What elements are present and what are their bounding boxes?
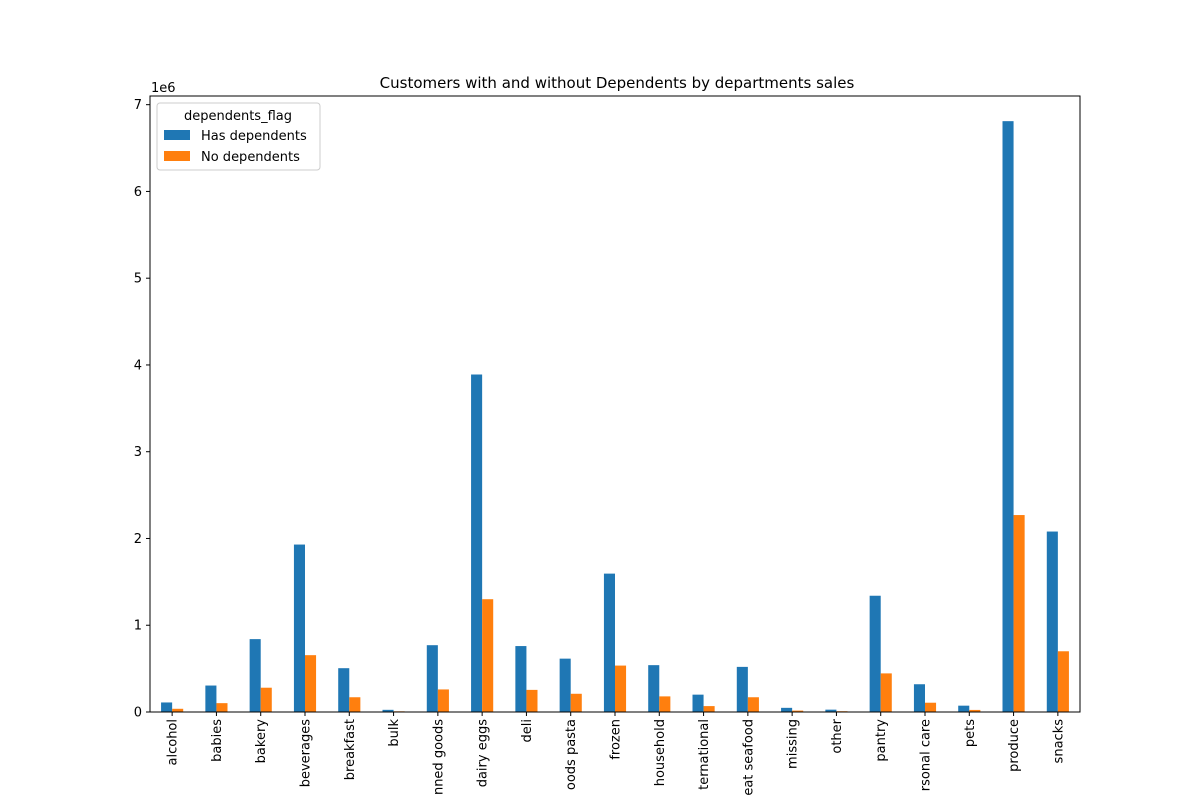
x-tick-label: frozen (609, 719, 624, 760)
legend-swatch-no-dependents (164, 151, 190, 161)
y-tick-label: 5 (134, 272, 142, 287)
bar-has-dependents-canned-goods (426, 645, 438, 712)
y-tick-label: 7 (134, 98, 142, 113)
bar-no-dependents-pantry (880, 673, 892, 712)
bar-has-dependents-personal-care (913, 684, 925, 712)
bar-no-dependents-produce (1013, 515, 1025, 712)
x-tick-label: oods pasta (564, 719, 579, 790)
x-tick-label: bulk (387, 719, 402, 747)
y-tick-label: 0 (134, 706, 142, 721)
legend-label-has-dependents: Has dependents (201, 129, 307, 144)
x-tick-label: ternational (697, 719, 712, 790)
y-tick-label: 6 (134, 185, 142, 200)
bar-has-dependents-alcohol (161, 702, 173, 712)
x-tick-label: produce (1007, 719, 1022, 772)
bar-has-dependents-beverages (293, 544, 305, 712)
bar-has-dependents-frozen (603, 573, 615, 712)
bar-has-dependents-bulk (382, 709, 394, 712)
x-tick-label: pets (963, 719, 978, 747)
y-tick-label: 3 (134, 445, 142, 460)
bar-no-dependents-missing (792, 710, 804, 712)
bar-no-dependents-frozen (615, 665, 627, 712)
x-tick-label: breakfast (343, 719, 358, 780)
bar-has-dependents-deli (515, 646, 527, 712)
bar-has-dependents-meat-seafood (736, 666, 748, 712)
bar-no-dependents-babies (216, 703, 228, 712)
bar-no-dependents-pets (969, 709, 981, 712)
bar-no-dependents-beverages (305, 655, 317, 712)
bar-has-dependents-pets (958, 705, 970, 712)
x-tick-label: dairy eggs (476, 719, 491, 788)
bar-no-dependents-dry-goods-pasta (570, 693, 582, 712)
x-tick-label: bakery (254, 719, 269, 764)
bar-has-dependents-international (692, 694, 704, 712)
x-tick-label: nned goods (431, 719, 446, 795)
bar-has-dependents-other (825, 709, 837, 712)
x-tick-label: snacks (1051, 719, 1066, 764)
bar-has-dependents-bakery (249, 639, 261, 712)
bar-has-dependents-breakfast (338, 668, 350, 712)
legend-box (156, 102, 321, 171)
chart-title: Customers with and without Dependents by… (380, 74, 855, 92)
bar-has-dependents-dairy-eggs (471, 374, 483, 712)
bar-no-dependents-bakery (260, 687, 272, 712)
x-tick-label: alcohol (166, 719, 181, 765)
bar-no-dependents-household (659, 696, 671, 712)
bar-has-dependents-dry-goods-pasta (559, 658, 571, 712)
y-tick-label: 1 (134, 619, 142, 634)
bar-no-dependents-deli (526, 689, 538, 712)
bar-has-dependents-babies (205, 685, 217, 712)
x-tick-label: household (653, 719, 668, 786)
y-tick-label: 4 (134, 358, 142, 373)
bar-no-dependents-snacks (1057, 651, 1069, 712)
bar-no-dependents-alcohol (172, 708, 184, 712)
y-axis-offset-label: 1e6 (151, 81, 176, 96)
bar-has-dependents-snacks (1046, 531, 1058, 712)
bar-has-dependents-missing (781, 707, 793, 712)
x-tick-label: missing (786, 719, 801, 769)
legend: dependents_flag Has dependents No depend… (156, 102, 321, 171)
bar-no-dependents-international (703, 706, 715, 712)
legend-label-no-dependents: No dependents (201, 150, 300, 165)
plot-frame (149, 95, 1081, 713)
x-tick-label: babies (210, 719, 225, 762)
x-tick-label: pantry (874, 719, 889, 762)
x-tick-label: eat seafood (741, 719, 756, 796)
x-tick-label: rsonal care (919, 719, 934, 791)
x-tick-label: other (830, 718, 845, 753)
x-tick-label: deli (520, 719, 535, 742)
bar-has-dependents-pantry (869, 595, 881, 712)
x-tick-label: beverages (299, 719, 314, 788)
bar-no-dependents-breakfast (349, 697, 361, 712)
legend-title: dependents_flag (184, 109, 292, 124)
bar-no-dependents-meat-seafood (747, 697, 759, 712)
legend-swatch-has-dependents (164, 130, 190, 140)
bar-no-dependents-canned-goods (437, 689, 449, 712)
bar-has-dependents-produce (1002, 121, 1014, 712)
bar-has-dependents-household (648, 665, 660, 712)
bar-no-dependents-dairy-eggs (482, 599, 494, 712)
bar-no-dependents-personal-care (925, 702, 937, 712)
y-tick-label: 2 (134, 532, 142, 547)
